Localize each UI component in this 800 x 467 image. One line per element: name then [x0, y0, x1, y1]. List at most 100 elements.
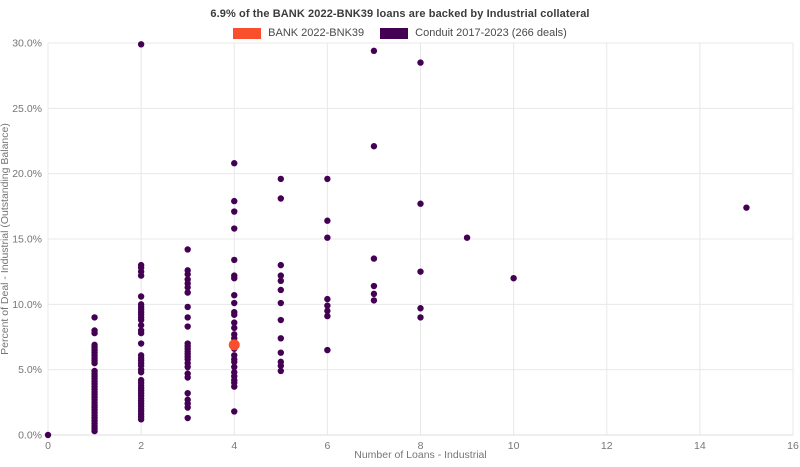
data-point[interactable] — [231, 363, 238, 371]
data-point[interactable] — [324, 346, 331, 354]
data-point[interactable] — [184, 303, 191, 311]
data-point[interactable] — [231, 256, 238, 264]
data-point[interactable] — [417, 314, 424, 321]
x-tick-label: 8 — [418, 440, 424, 452]
data-point[interactable] — [370, 143, 378, 150]
data-point[interactable] — [231, 291, 238, 299]
data-point[interactable] — [277, 195, 285, 202]
data-point[interactable] — [184, 271, 191, 278]
data-point[interactable] — [231, 197, 238, 205]
data-point[interactable] — [324, 302, 331, 309]
data-point[interactable] — [91, 314, 98, 321]
data-point[interactable] — [137, 293, 145, 300]
legend-item-conduit[interactable]: Conduit 2017-2023 (266 deals) — [380, 27, 567, 39]
data-point[interactable] — [137, 41, 145, 48]
data-point[interactable] — [137, 316, 145, 324]
data-point[interactable] — [277, 316, 285, 324]
data-point[interactable] — [184, 414, 191, 422]
data-point[interactable] — [184, 363, 191, 371]
data-point[interactable] — [277, 175, 285, 183]
data-point[interactable] — [277, 349, 285, 356]
legend-label-bank: BANK 2022-BNK39 — [268, 27, 365, 39]
data-point[interactable] — [91, 427, 98, 435]
data-point[interactable] — [228, 339, 240, 351]
data-point[interactable] — [324, 295, 331, 303]
data-point[interactable] — [510, 275, 517, 282]
data-point[interactable] — [184, 284, 191, 291]
data-point[interactable] — [137, 272, 145, 279]
chart-title: 6.9% of the BANK 2022-BNK39 loans are ba… — [210, 8, 590, 20]
y-tick-label: 15.0% — [12, 234, 42, 246]
data-point[interactable] — [231, 311, 238, 318]
data-point[interactable] — [231, 208, 238, 215]
data-point[interactable] — [184, 323, 191, 330]
data-point[interactable] — [184, 389, 191, 397]
data-point[interactable] — [44, 431, 52, 439]
data-point[interactable] — [231, 383, 238, 390]
data-point[interactable] — [137, 329, 145, 337]
data-point[interactable] — [277, 272, 285, 279]
data-point[interactable] — [231, 324, 238, 332]
data-point[interactable] — [277, 286, 285, 294]
data-point[interactable] — [324, 312, 331, 320]
data-point[interactable] — [91, 359, 98, 367]
data-point[interactable] — [324, 307, 331, 315]
legend-item-bank[interactable]: BANK 2022-BNK39 — [233, 27, 364, 39]
data-point[interactable] — [370, 290, 378, 298]
y-tick-label: 10.0% — [12, 299, 42, 311]
data-point[interactable] — [417, 200, 424, 207]
y-tick-label: 0.0% — [18, 430, 42, 442]
data-point[interactable] — [277, 335, 285, 342]
data-point[interactable] — [463, 234, 471, 241]
data-point[interactable] — [324, 217, 331, 224]
y-tick-label: 30.0% — [12, 38, 42, 50]
x-tick-label: 4 — [231, 440, 237, 452]
data-point[interactable] — [324, 234, 331, 241]
x-tick-label: 16 — [787, 440, 799, 452]
x-axis-title: Number of Loans - Industrial — [354, 449, 487, 461]
x-tick-label: 0 — [45, 440, 51, 452]
data-point[interactable] — [417, 268, 424, 275]
data-point[interactable] — [231, 408, 238, 415]
data-point[interactable] — [184, 289, 191, 296]
data-point[interactable] — [324, 175, 331, 183]
data-point[interactable] — [370, 282, 378, 290]
data-point[interactable] — [184, 314, 191, 321]
data-point[interactable] — [370, 47, 378, 55]
data-point[interactable] — [370, 255, 378, 262]
data-point[interactable] — [277, 367, 285, 375]
data-point[interactable] — [91, 329, 98, 337]
x-tick-label: 12 — [601, 440, 613, 452]
y-tick-label: 25.0% — [12, 103, 42, 115]
data-point[interactable] — [417, 305, 424, 312]
data-point[interactable] — [370, 297, 378, 304]
data-point[interactable] — [277, 261, 285, 269]
data-point[interactable] — [277, 299, 285, 307]
legend-swatch-bank — [233, 27, 262, 39]
data-point[interactable] — [231, 160, 238, 167]
data-point[interactable] — [137, 416, 145, 423]
data-point[interactable] — [184, 246, 191, 253]
data-point[interactable] — [231, 319, 238, 326]
y-tick-label: 20.0% — [12, 168, 42, 180]
data-point[interactable] — [137, 340, 145, 347]
data-point[interactable] — [277, 277, 285, 285]
data-point[interactable] — [137, 322, 145, 329]
data-point[interactable] — [417, 59, 424, 66]
x-tick-label: 10 — [508, 440, 520, 452]
data-point[interactable] — [231, 358, 238, 366]
x-tick-label: 14 — [694, 440, 706, 452]
data-point[interactable] — [231, 299, 238, 307]
data-point[interactable] — [184, 374, 191, 381]
x-tick-label: 6 — [324, 440, 330, 452]
data-point[interactable] — [137, 369, 145, 376]
data-point[interactable] — [184, 404, 191, 411]
data-point[interactable] — [743, 204, 750, 211]
data-point[interactable] — [277, 362, 285, 369]
x-tick-label: 2 — [138, 440, 144, 452]
data-point[interactable] — [231, 225, 238, 232]
data-point[interactable] — [231, 275, 238, 282]
legend-label-conduit: Conduit 2017-2023 (266 deals) — [415, 27, 567, 39]
